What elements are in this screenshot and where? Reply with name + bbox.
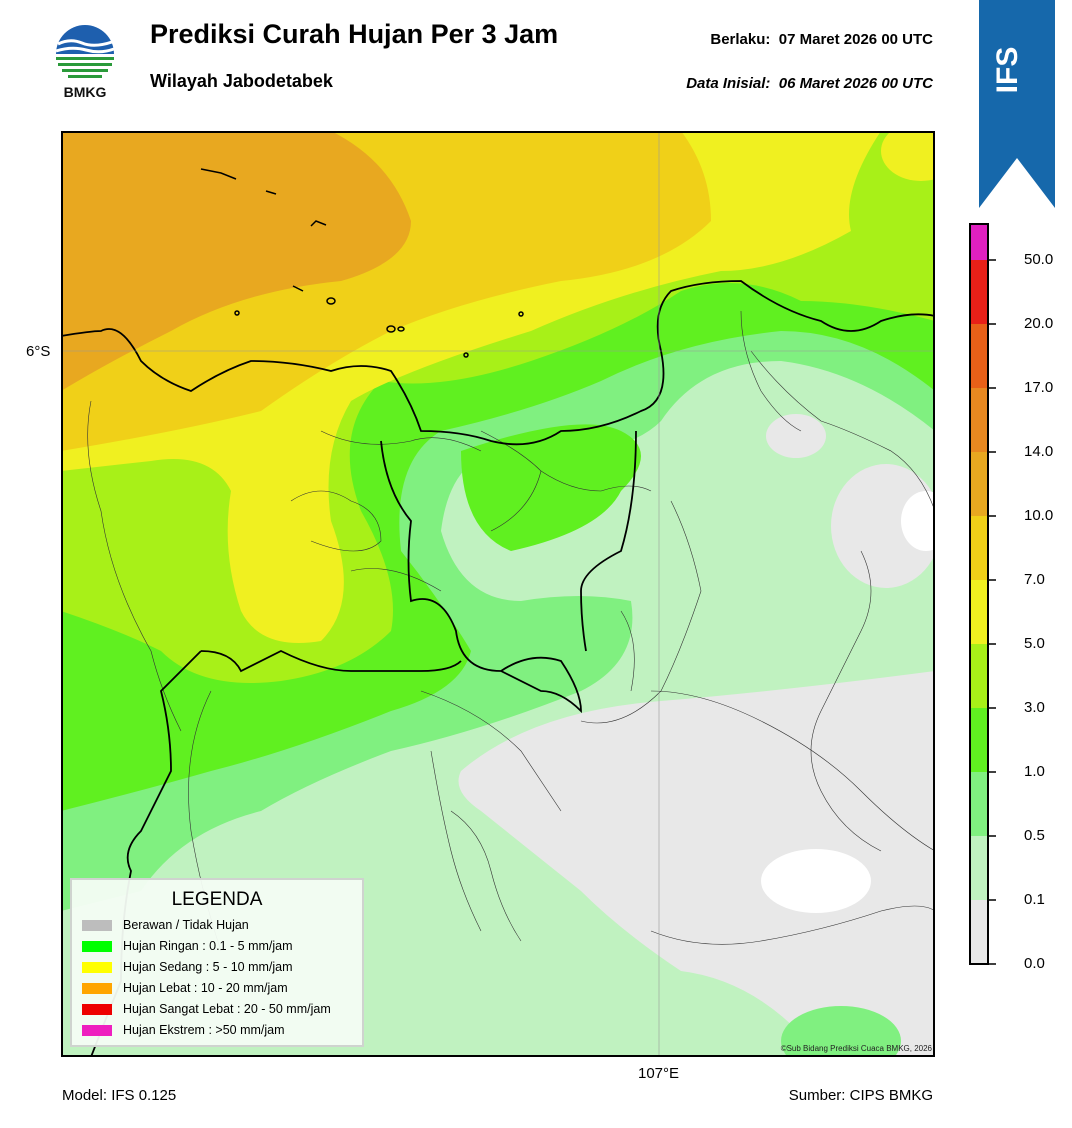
valid-value: 07 Maret 2026 00 UTC — [778, 31, 933, 48]
legend-label: Hujan Sangat Lebat : 20 - 50 mm/jam — [123, 1002, 331, 1016]
colorbar-tick-label: 14.0 — [1024, 443, 1054, 460]
colorbar-tick-label: 7.0 — [1024, 571, 1045, 588]
legend-label: Hujan Ekstrem : >50 mm/jam — [123, 1023, 285, 1037]
legend-swatch — [82, 982, 112, 994]
rainfall-map — [61, 131, 935, 1057]
colorbar — [969, 223, 996, 965]
initial-time: Data Inisial: 06 Maret 2026 00 UTC — [686, 75, 933, 92]
colorbar-tick-label: 0.1 — [1024, 891, 1045, 908]
colorbar-segment — [970, 772, 988, 836]
colorbar-tick-label: 3.0 — [1024, 699, 1045, 716]
legend-item: Hujan Sangat Lebat : 20 - 50 mm/jam — [82, 1001, 331, 1017]
colorbar-segment — [970, 260, 988, 324]
page-title: Prediksi Curah Hujan Per 3 Jam — [150, 19, 559, 49]
legend-label: Hujan Ringan : 0.1 - 5 mm/jam — [123, 939, 293, 953]
colorbar-segment — [970, 452, 988, 516]
colorbar-tick-label: 50.0 — [1024, 251, 1054, 268]
init-label: Data Inisial: — [686, 75, 771, 92]
model-info: Model: IFS 0.125 — [62, 1087, 177, 1104]
colorbar-tick-label: 20.0 — [1024, 315, 1054, 332]
colorbar-tick-label: 0.0 — [1024, 955, 1045, 972]
map-frame — [61, 131, 935, 1057]
legend-swatch — [82, 1024, 112, 1036]
legend-item: Hujan Lebat : 10 - 20 mm/jam — [82, 980, 288, 996]
model-ribbon: IFS — [979, 0, 1055, 208]
colorbar-segment — [970, 900, 988, 964]
init-value: 06 Maret 2026 00 UTC — [778, 75, 933, 92]
svg-text:BMKG: BMKG — [64, 84, 107, 100]
legend-item: Hujan Ringan : 0.1 - 5 mm/jam — [82, 938, 293, 954]
legend-label: Berawan / Tidak Hujan — [123, 918, 249, 932]
map-legend: LEGENDA Berawan / Tidak Hujan Hujan Ring… — [70, 878, 364, 1047]
valid-time: Berlaku: 07 Maret 2026 00 UTC — [710, 31, 933, 48]
zone-10-mm — [61, 131, 411, 391]
legend-title: LEGENDA — [171, 889, 263, 910]
colorbar-segment — [970, 836, 988, 900]
colorbar-tick-label: 17.0 — [1024, 379, 1054, 396]
colorbar-tick-label: 1.0 — [1024, 763, 1045, 780]
colorbar-segment — [970, 580, 988, 644]
colorbar-segment — [970, 644, 988, 708]
legend-label: Hujan Sedang : 5 - 10 mm/jam — [123, 960, 293, 974]
source-info: Sumber: CIPS BMKG — [788, 1087, 933, 1104]
legend-item: Hujan Ekstrem : >50 mm/jam — [82, 1022, 285, 1038]
colorbar-tick-label: 0.5 — [1024, 827, 1045, 844]
colorbar-segment — [970, 388, 988, 452]
model-badge-text: IFS — [991, 47, 1024, 94]
colorbar-tick-label: 10.0 — [1024, 507, 1054, 524]
zone-no-rain — [458, 671, 935, 1057]
legend-swatch — [82, 1003, 112, 1015]
colorbar-segment — [970, 324, 988, 388]
legend-swatch — [82, 940, 112, 952]
bmkg-logo: BMKG — [55, 24, 115, 100]
colorbar-segment — [970, 708, 988, 772]
legend-swatch — [82, 919, 112, 931]
page-subtitle: Wilayah Jabodetabek — [150, 71, 333, 91]
legend-item: Hujan Sedang : 5 - 10 mm/jam — [82, 959, 293, 975]
latitude-label: 6°S — [26, 343, 51, 360]
copyright-note: ©Sub Bidang Prediksi Cuaca BMKG, 2026 — [780, 1044, 932, 1053]
legend-label: Hujan Lebat : 10 - 20 mm/jam — [123, 981, 288, 995]
colorbar-frame — [969, 223, 989, 965]
legend-item: Berawan / Tidak Hujan — [82, 917, 249, 933]
longitude-label: 107°E — [638, 1065, 680, 1082]
colorbar-segment — [970, 224, 988, 260]
colorbar-segment — [970, 516, 988, 580]
valid-label: Berlaku: — [710, 31, 771, 48]
legend-swatch — [82, 961, 112, 973]
colorbar-tick-label: 5.0 — [1024, 635, 1045, 652]
